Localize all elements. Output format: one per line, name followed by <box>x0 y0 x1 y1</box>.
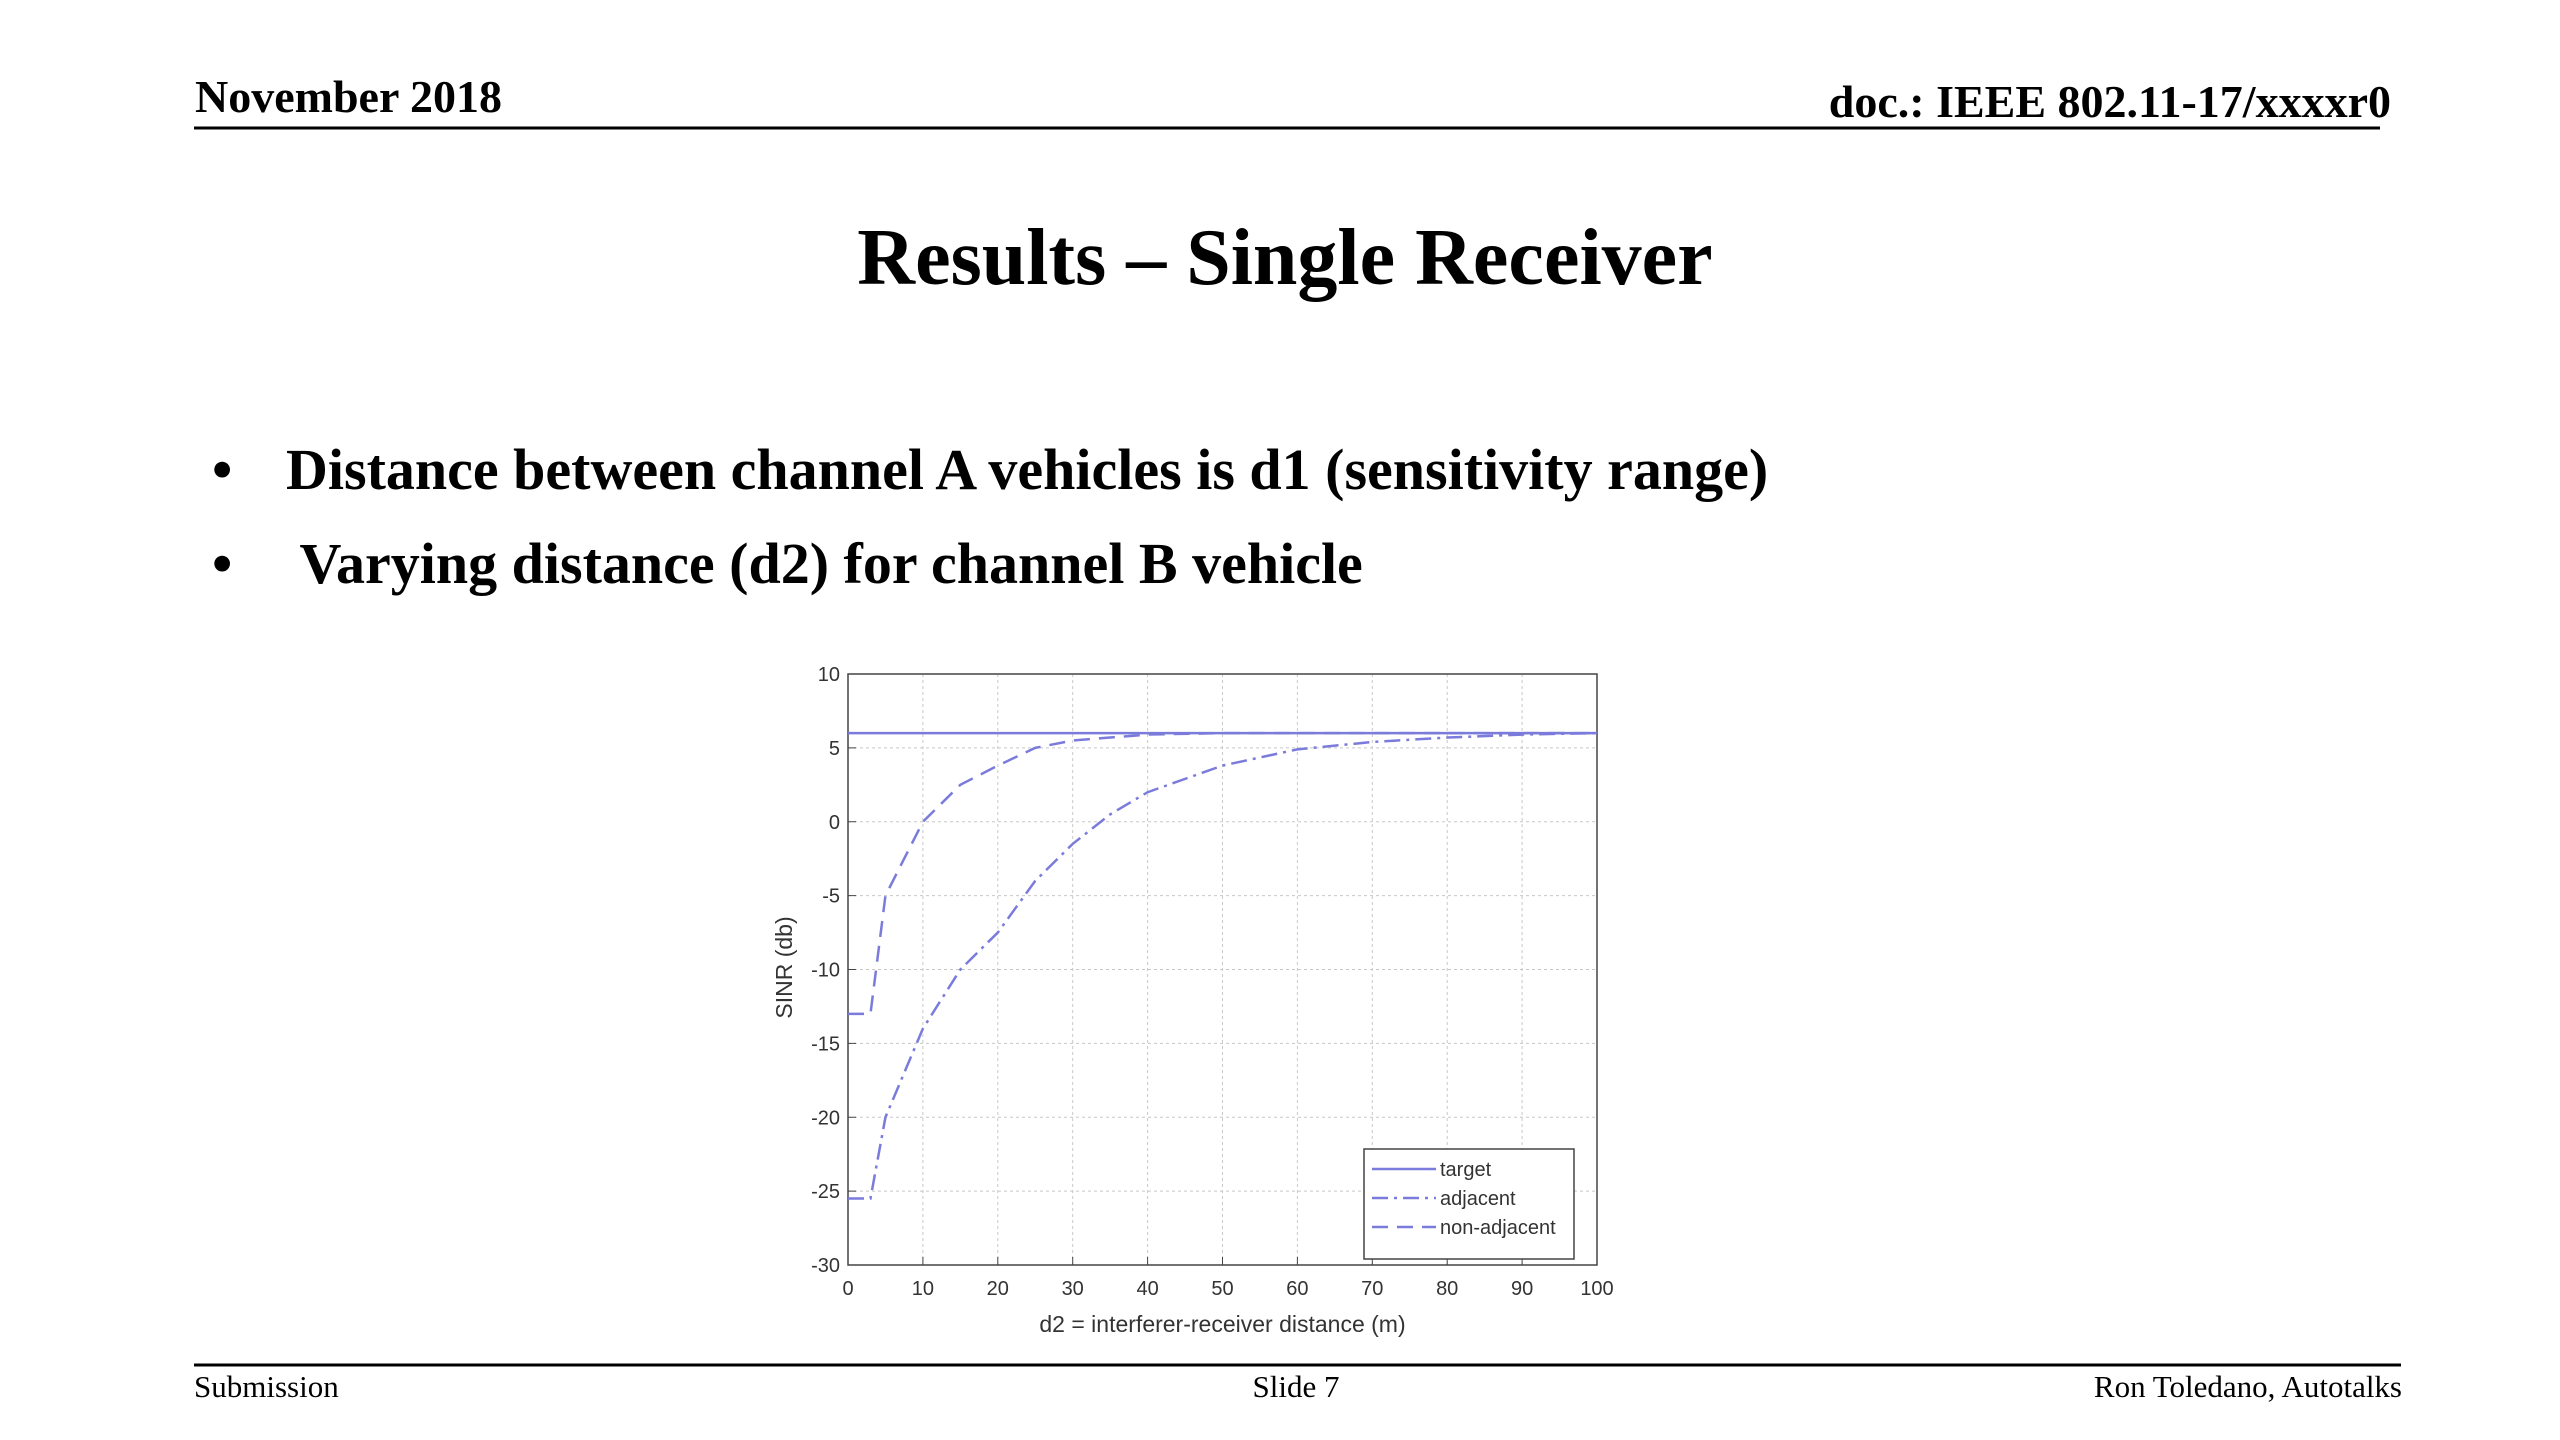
x-tick-label: 100 <box>1580 1278 1613 1300</box>
legend-box <box>1363 1148 1575 1260</box>
y-tick-label: -15 <box>811 1033 840 1055</box>
x-axis-label: d2 = interferer-receiver distance (m) <box>1039 1311 1405 1337</box>
x-tick-label: 60 <box>1286 1278 1308 1300</box>
bullet-dot: • <box>212 531 232 596</box>
x-tick-label: 20 <box>987 1278 1009 1300</box>
y-tick-label: -20 <box>811 1107 840 1129</box>
bullet: Varying distance (d2) for channel B vehi… <box>286 531 1363 596</box>
legend-label: target <box>1440 1159 1492 1181</box>
slide-title: Results – Single Receiver <box>857 214 1712 302</box>
x-tick-label: 90 <box>1511 1278 1533 1300</box>
y-axis-label: SINR (db) <box>771 916 797 1018</box>
y-tick-label: 0 <box>829 812 840 834</box>
y-tick-label: -30 <box>811 1255 840 1277</box>
x-tick-label: 40 <box>1136 1278 1158 1300</box>
x-tick-label: 10 <box>912 1278 934 1300</box>
legend-label: non-adjacent <box>1440 1217 1556 1239</box>
y-tick-label: -5 <box>822 886 840 908</box>
series-line <box>848 731 1597 1016</box>
bullet-dot: • <box>212 437 232 502</box>
header-date: November 2018 <box>195 71 502 122</box>
header-doc: doc.: IEEE 802.11-17/xxxxr0 <box>1829 76 2391 127</box>
plot-frame <box>847 673 1598 1266</box>
footer-right: Ron Toledano, Autotalks <box>2094 1369 2402 1404</box>
y-tick-label: 5 <box>829 738 840 760</box>
x-tick-label: 80 <box>1436 1278 1458 1300</box>
footer-left: Submission <box>194 1369 339 1404</box>
x-tick-label: 50 <box>1211 1278 1233 1300</box>
bullet: Distance between channel A vehicles is d… <box>286 437 1768 502</box>
chart: 0 10 20 30 40 50 60 70 80 90 100 -30 -25 -20 -15 -10 -5 0… <box>771 664 1614 1337</box>
y-tick-label: -25 <box>811 1181 840 1203</box>
y-tick-label: 10 <box>818 664 840 686</box>
x-tick-label: 70 <box>1361 1278 1383 1300</box>
legend-label: adjacent <box>1440 1188 1516 1210</box>
y-tick-label: -10 <box>811 960 840 982</box>
x-tick-label: 30 <box>1062 1278 1084 1300</box>
x-tick-label: 0 <box>842 1278 853 1300</box>
footer-center: Slide 7 <box>1253 1369 1340 1404</box>
